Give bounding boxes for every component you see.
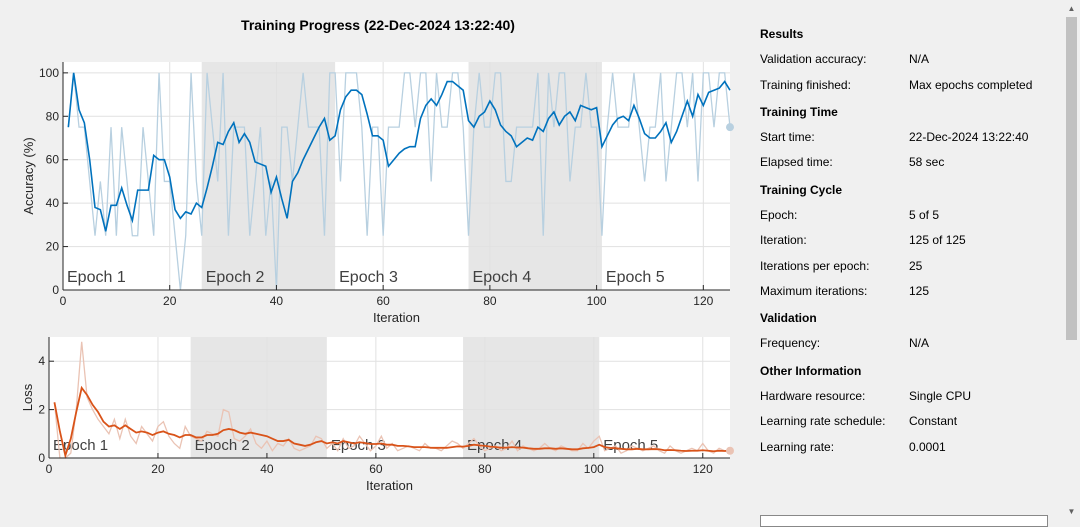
acc-x-tick-label: 120 bbox=[693, 294, 713, 308]
loss-x-tick-label: 120 bbox=[693, 462, 713, 476]
frequency-label: Frequency: bbox=[760, 336, 821, 350]
acc-x-axis-label: Iteration bbox=[373, 310, 420, 325]
loss-epoch-label: Epoch 4 bbox=[467, 437, 522, 454]
acc-epoch-label: Epoch 3 bbox=[339, 269, 398, 286]
chart-title: Training Progress (22-Dec-2024 13:22:40) bbox=[241, 17, 515, 33]
hardware-resource-label: Hardware resource: bbox=[760, 389, 866, 403]
loss-x-tick-label: 60 bbox=[369, 462, 383, 476]
loss-x-tick-label: 0 bbox=[46, 462, 53, 476]
scroll-up-icon[interactable]: ▲ bbox=[1067, 4, 1076, 13]
acc-plot-background bbox=[63, 62, 730, 290]
validation-accuracy-value: N/A bbox=[909, 52, 930, 66]
acc-x-tick-label: 0 bbox=[60, 294, 67, 308]
loss-epoch-label: Epoch 2 bbox=[195, 437, 250, 454]
acc-y-tick-label: 60 bbox=[46, 153, 60, 167]
elapsed-time-value: 58 sec bbox=[909, 155, 945, 169]
validation-accuracy-label: Validation accuracy: bbox=[760, 52, 867, 66]
loss-x-axis-label: Iteration bbox=[366, 478, 413, 493]
learning-rate-label: Learning rate: bbox=[760, 440, 835, 454]
acc-smoothed-series-line bbox=[67, 72, 731, 232]
lr-schedule-value: Constant bbox=[909, 414, 958, 428]
epoch-value: 5 of 5 bbox=[909, 208, 940, 222]
accuracy-plot: Epoch 1 Epoch 2 Epoch 3 Epoch 4 Epoch 5 0 20 40… bbox=[21, 62, 734, 325]
vertical-scrollbar[interactable]: ▲ ▼ bbox=[1063, 0, 1080, 520]
log-box[interactable] bbox=[760, 515, 1048, 527]
loss-epoch-label: Epoch 5 bbox=[603, 437, 658, 454]
acc-epoch-label: Epoch 1 bbox=[67, 269, 126, 286]
iteration-label: Iteration: bbox=[760, 233, 807, 247]
loss-y-tick-label: 4 bbox=[38, 354, 45, 368]
acc-epoch-label: Epoch 4 bbox=[473, 269, 532, 286]
loss-plot-background bbox=[49, 337, 730, 458]
loss-epoch-band bbox=[463, 337, 600, 458]
acc-epoch-label: Epoch 5 bbox=[606, 269, 665, 286]
loss-epoch-band bbox=[190, 337, 327, 458]
acc-y-tick-label: 100 bbox=[39, 66, 59, 80]
loss-x-tick-label: 100 bbox=[584, 462, 604, 476]
loss-x-tick-label: 80 bbox=[478, 462, 492, 476]
learning-rate-value: 0.0001 bbox=[909, 440, 946, 454]
loss-x-tick-label: 40 bbox=[260, 462, 274, 476]
iterations-per-epoch-value: 25 bbox=[909, 259, 923, 273]
acc-x-tick-label: 100 bbox=[587, 294, 607, 308]
acc-x-tick-label: 60 bbox=[376, 294, 390, 308]
results-heading: Results bbox=[760, 27, 804, 41]
start-time-label: Start time: bbox=[760, 130, 815, 144]
training-cycle-heading: Training Cycle bbox=[760, 183, 843, 197]
loss-smoothed-series-line bbox=[53, 385, 731, 459]
training-finished-value: Max epochs completed bbox=[909, 78, 1033, 92]
acc-y-tick-label: 40 bbox=[46, 196, 60, 210]
iterations-per-epoch-label: Iterations per epoch: bbox=[760, 259, 870, 273]
loss-y-axis-label: Loss bbox=[20, 383, 35, 411]
max-iterations-label: Maximum iterations: bbox=[760, 284, 868, 298]
validation-heading: Validation bbox=[760, 311, 817, 325]
loss-last-point-marker bbox=[726, 446, 734, 455]
start-time-value: 22-Dec-2024 13:22:40 bbox=[909, 130, 1029, 144]
acc-y-axis-label: Accuracy (%) bbox=[21, 137, 36, 214]
acc-y-tick-label: 0 bbox=[52, 283, 59, 297]
loss-x-tick-label: 20 bbox=[151, 462, 165, 476]
lr-schedule-label: Learning rate schedule: bbox=[760, 414, 886, 428]
other-information-heading: Other Information bbox=[760, 364, 862, 378]
acc-epoch-label: Epoch 2 bbox=[206, 269, 265, 286]
loss-y-tick-label: 0 bbox=[38, 451, 45, 465]
training-time-heading: Training Time bbox=[760, 105, 838, 119]
charts-area: Epoch 1 Epoch 2 Epoch 3 Epoch 4 Epoch 50 20 40… bbox=[20, 62, 734, 493]
acc-y-tick-label: 20 bbox=[46, 240, 60, 254]
epoch-label: Epoch: bbox=[760, 208, 798, 222]
acc-x-tick-label: 20 bbox=[163, 294, 177, 308]
hardware-resource-value: Single CPU bbox=[909, 389, 972, 403]
acc-raw-series-line bbox=[67, 72, 731, 291]
training-finished-label: Training finished: bbox=[760, 78, 851, 92]
acc-y-tick-label: 80 bbox=[46, 109, 60, 123]
scroll-down-icon[interactable]: ▼ bbox=[1067, 507, 1076, 516]
scrollbar-thumb[interactable] bbox=[1066, 17, 1077, 340]
loss-y-tick-label: 2 bbox=[38, 403, 45, 417]
iteration-value: 125 of 125 bbox=[909, 233, 966, 247]
info-panel: Results Validation accuracy: N/A Trainin… bbox=[760, 0, 1050, 520]
loss-plot: Epoch 1 Epoch 2 Epoch 3 Epoch 4 Epoch 50 20 40… bbox=[20, 337, 734, 493]
max-iterations-value: 125 bbox=[909, 284, 930, 298]
elapsed-time-label: Elapsed time: bbox=[760, 155, 833, 169]
frequency-value: N/A bbox=[909, 336, 930, 350]
acc-x-tick-label: 40 bbox=[270, 294, 284, 308]
acc-last-point-marker bbox=[726, 123, 734, 132]
acc-x-tick-label: 80 bbox=[483, 294, 497, 308]
